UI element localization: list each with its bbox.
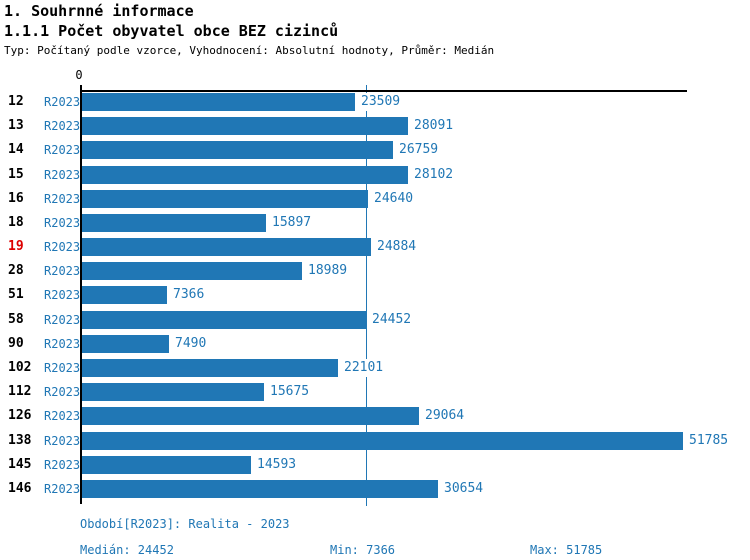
footer-period: Období[R2023]: Realita - 2023 — [80, 517, 290, 531]
category-label: 19 — [8, 239, 24, 254]
bar-row: 58 R2023 24452 — [0, 311, 750, 329]
bar-row: 145 R2023 14593 — [0, 456, 750, 474]
bar — [82, 407, 419, 425]
bar-value-label: 28091 — [413, 117, 454, 135]
bar-row: 13 R2023 28091 — [0, 117, 750, 135]
bar-value-label: 22101 — [343, 359, 384, 377]
bar-row: 28 R2023 18989 — [0, 262, 750, 280]
bar — [82, 93, 355, 111]
bar-value-label: 26759 — [398, 141, 439, 159]
bar-value-label: 23509 — [360, 93, 401, 111]
bar-row: 112 R2023 15675 — [0, 383, 750, 401]
bar — [82, 166, 408, 184]
category-label: 14 — [8, 142, 24, 157]
series-label: R2023 — [44, 361, 81, 375]
series-label: R2023 — [44, 264, 81, 278]
footer-max-stat: Max: 51785 — [530, 543, 603, 557]
category-label: 90 — [8, 336, 24, 351]
bar — [82, 480, 438, 498]
chart-title: 1.1.1 Počet obyvatel obce BEZ cizinců — [4, 22, 339, 40]
bar — [82, 456, 251, 474]
bar-row: 16 R2023 24640 — [0, 190, 750, 208]
chart-meta-line: Typ: Počítaný podle vzorce, Vyhodnocení:… — [4, 44, 495, 57]
report-section-title: 1. Souhrnné informace — [4, 2, 194, 20]
category-label: 146 — [8, 481, 32, 496]
footer-median-stat: Medián: 24452 — [80, 543, 174, 557]
series-label: R2023 — [44, 409, 81, 423]
bar-value-label: 15675 — [269, 383, 310, 401]
bar-value-label: 29064 — [424, 407, 465, 425]
bar-row: 146 R2023 30654 — [0, 480, 750, 498]
series-label: R2023 — [44, 337, 81, 351]
series-label: R2023 — [44, 119, 81, 133]
bar — [82, 238, 371, 256]
category-label: 112 — [8, 384, 32, 399]
category-label: 12 — [8, 94, 24, 109]
bar — [82, 286, 167, 304]
category-label: 18 — [8, 215, 24, 230]
bar-value-label: 30654 — [443, 480, 484, 498]
bar-value-label: 15897 — [271, 214, 312, 232]
bar-row: 19 R2023 24884 — [0, 238, 750, 256]
bar-row: 12 R2023 23509 — [0, 93, 750, 111]
bar-row: 126 R2023 29064 — [0, 407, 750, 425]
category-label: 102 — [8, 360, 32, 375]
category-label: 58 — [8, 312, 24, 327]
series-label: R2023 — [44, 95, 81, 109]
median-line — [366, 85, 367, 506]
category-label: 16 — [8, 191, 24, 206]
bar-value-label: 51785 — [688, 432, 729, 450]
series-label: R2023 — [44, 482, 81, 496]
bar-row: 138 R2023 51785 — [0, 432, 750, 450]
x-axis-line — [80, 90, 687, 92]
category-label: 145 — [8, 457, 32, 472]
bar — [82, 141, 393, 159]
bar-value-label: 7366 — [172, 286, 205, 304]
x-axis-origin-label: 0 — [75, 68, 83, 82]
category-label: 126 — [8, 408, 32, 423]
bar-value-label: 18989 — [307, 262, 348, 280]
series-label: R2023 — [44, 458, 81, 472]
series-label: R2023 — [44, 288, 81, 302]
bar-row: 51 R2023 7366 — [0, 286, 750, 304]
bar — [82, 432, 683, 450]
bar-value-label: 7490 — [174, 335, 207, 353]
bar-row: 15 R2023 28102 — [0, 166, 750, 184]
bar-row: 90 R2023 7490 — [0, 335, 750, 353]
bar-value-label: 24452 — [371, 311, 412, 329]
category-label: 138 — [8, 433, 32, 448]
bar — [82, 117, 408, 135]
series-label: R2023 — [44, 385, 81, 399]
category-label: 51 — [8, 287, 24, 302]
bar-chart: 1. Souhrnné informace 1.1.1 Počet obyvat… — [0, 2, 750, 506]
bar — [82, 335, 169, 353]
bar — [82, 311, 366, 329]
series-label: R2023 — [44, 434, 81, 448]
bar — [82, 359, 338, 377]
category-label: 13 — [8, 118, 24, 133]
series-label: R2023 — [44, 216, 81, 230]
bar-row: 14 R2023 26759 — [0, 141, 750, 159]
footer-min-stat: Min: 7366 — [330, 543, 396, 557]
category-label: 15 — [8, 167, 24, 182]
bar — [82, 190, 368, 208]
bar — [82, 262, 302, 280]
bar-value-label: 28102 — [413, 166, 454, 184]
series-label: R2023 — [44, 240, 81, 254]
bar-value-label: 24884 — [376, 238, 417, 256]
category-label: 28 — [8, 263, 24, 278]
series-label: R2023 — [44, 192, 81, 206]
y-axis-line — [80, 85, 82, 504]
bar-row: 18 R2023 15897 — [0, 214, 750, 232]
series-label: R2023 — [44, 143, 81, 157]
series-label: R2023 — [44, 313, 81, 327]
bar — [82, 383, 264, 401]
bar-value-label: 14593 — [256, 456, 297, 474]
bar — [82, 214, 266, 232]
series-label: R2023 — [44, 168, 81, 182]
bar-value-label: 24640 — [373, 190, 414, 208]
bar-row: 102 R2023 22101 — [0, 359, 750, 377]
